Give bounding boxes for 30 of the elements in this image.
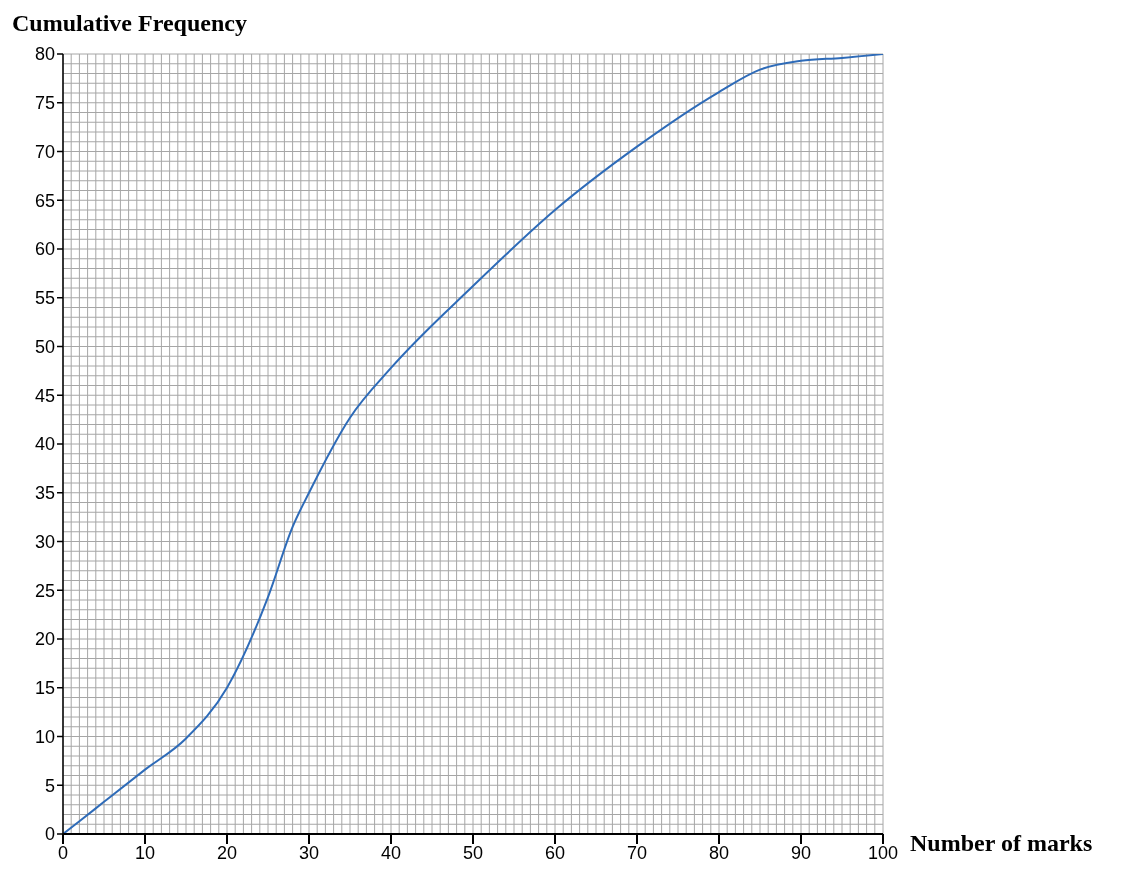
x-tick-label: 80 [708, 842, 730, 863]
x-axis-title: Number of marks [910, 830, 1093, 857]
y-tick-label: 65 [34, 190, 55, 211]
y-tick-label: 25 [34, 580, 55, 601]
x-tick-label: 10 [134, 842, 156, 863]
y-tick-label: 40 [34, 434, 55, 455]
y-tick-label: 75 [34, 93, 55, 114]
x-tick-label: 70 [626, 842, 648, 863]
x-tick-label: 40 [380, 842, 402, 863]
x-tick-label: 90 [790, 842, 812, 863]
y-tick-label: 45 [34, 385, 55, 406]
x-tick-label: 20 [216, 842, 238, 863]
y-tick-label: 50 [34, 336, 55, 357]
y-tick-label: 0 [44, 824, 55, 845]
y-tick-label: 20 [34, 629, 55, 650]
y-tick-label: 10 [34, 726, 55, 747]
y-tick-label: 60 [34, 239, 55, 260]
y-tick-label: 35 [34, 483, 55, 504]
y-tick-label: 15 [34, 678, 55, 699]
y-tick-label: 70 [34, 141, 55, 162]
x-tick-label: 0 [57, 842, 69, 863]
y-tick-label: 30 [34, 531, 55, 552]
x-tick-label: 30 [298, 842, 320, 863]
x-tick-label: 60 [544, 842, 566, 863]
y-tick-label: 5 [44, 775, 55, 796]
x-tick-label: 50 [462, 842, 484, 863]
y-tick-label: 55 [34, 288, 55, 309]
y-axis-title: Cumulative Frequency [12, 10, 247, 37]
y-tick-label: 80 [34, 44, 55, 65]
x-tick-label: 100 [867, 842, 899, 863]
